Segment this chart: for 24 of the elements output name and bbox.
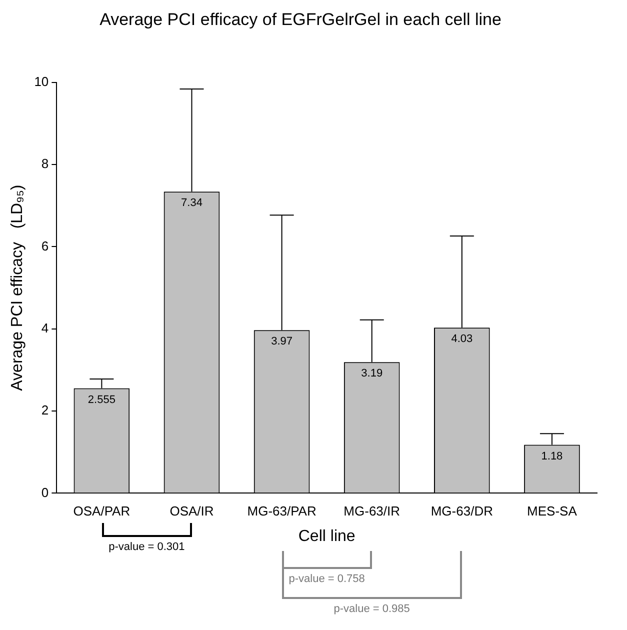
data-label: 3.19 <box>361 368 383 380</box>
x-tick-label: MES-SA <box>527 504 578 519</box>
x-tick-label: MG-63/DR <box>430 504 493 519</box>
data-label: 7.34 <box>181 197 202 210</box>
y-tick-label: 10 <box>34 74 49 89</box>
data-label: 4.03 <box>451 333 473 346</box>
x-tick-label: MG-63/IR <box>344 504 400 519</box>
text: p-value = 0.758 <box>288 573 365 586</box>
data-label: 3.97 <box>271 336 293 348</box>
chart-title: Average PCI efficacy of EGFrGelrGel in each cell line <box>100 10 502 29</box>
x-tick-label: OSA/PAR <box>73 504 130 519</box>
y-tick-label: 6 <box>41 238 49 254</box>
y-tick-label: 8 <box>41 156 49 172</box>
y-tick-label: 4 <box>41 320 49 336</box>
x-tick-label: OSA/IR <box>170 504 214 519</box>
data-label: 2.555 <box>88 394 116 406</box>
y-tick-label: 0 <box>41 484 49 500</box>
x-tick-label: MG-63/PAR <box>247 504 316 519</box>
text: p-value = 0.985 <box>334 603 410 616</box>
data-label: 1.18 <box>541 450 563 462</box>
y-axis-title: Average PCI efficacy (LD₉₅) <box>9 184 26 391</box>
text: p-value = 0.301 <box>108 541 185 554</box>
x-axis-title: Cell line <box>298 528 356 545</box>
y-tick-label: 2 <box>41 402 49 418</box>
